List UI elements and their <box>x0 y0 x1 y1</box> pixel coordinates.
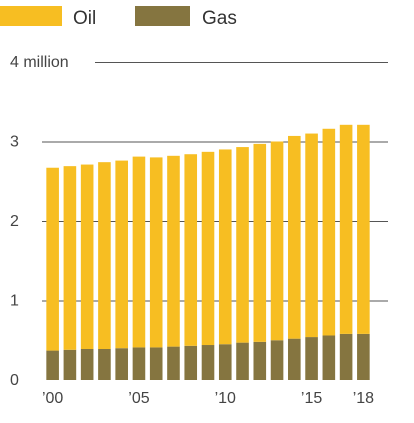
bar-gas-2005 <box>132 347 146 380</box>
bar-gas-2011 <box>236 342 249 380</box>
y-tick-label: 3 <box>10 134 19 151</box>
bar-oil-2017 <box>339 124 353 334</box>
legend-swatch-gas <box>135 6 190 26</box>
bar-oil-2005 <box>132 156 146 348</box>
legend-label-gas: Gas <box>202 8 237 29</box>
bar-gas-2007 <box>167 346 180 380</box>
bar-oil-2009 <box>201 151 215 346</box>
bar-oil-2006 <box>149 157 163 348</box>
bar-oil-2010 <box>218 149 232 345</box>
bar-oil-2018 <box>357 124 370 334</box>
bar-gas-2012 <box>253 341 267 380</box>
x-tick-label: ’00 <box>42 390 63 407</box>
bar-gas-2008 <box>184 345 198 380</box>
bar-gas-2003 <box>98 348 111 380</box>
bar-gas-2001 <box>63 349 77 380</box>
bar-oil-2007 <box>167 155 180 347</box>
x-tick-label: ’18 <box>353 390 374 407</box>
gridlines <box>42 62 388 302</box>
bar-gas-2016 <box>322 335 336 380</box>
bar-gas-2010 <box>218 344 232 380</box>
bar-gas-2018 <box>357 333 370 380</box>
bar-oil-2002 <box>80 164 94 349</box>
x-axis-labels: ’00 ’05 ’10 ’15 ’18 <box>42 390 374 407</box>
bar-oil-2003 <box>98 162 111 349</box>
bar-gas-2013 <box>270 340 284 380</box>
legend: Oil Gas <box>0 6 237 29</box>
y-tick-label: 4 million <box>10 54 69 71</box>
bar-oil-2013 <box>270 141 284 341</box>
y-tick-label: 2 <box>10 213 19 230</box>
y-tick-label: 1 <box>10 293 19 310</box>
bar-oil-2008 <box>184 154 198 346</box>
legend-label-oil: Oil <box>73 8 96 29</box>
bar-oil-2004 <box>115 160 128 349</box>
y-axis-labels: 0 1 2 3 4 million <box>10 54 69 389</box>
bar-oil-2012 <box>253 143 267 342</box>
bar-gas-2015 <box>305 337 318 380</box>
bar-gas-2004 <box>115 348 128 380</box>
bar-oil-2000 <box>46 167 59 351</box>
bar-oil-2015 <box>305 133 318 338</box>
x-tick-label: ’05 <box>128 390 149 407</box>
bar-gas-2014 <box>288 338 301 380</box>
bar-oil-2001 <box>63 166 77 350</box>
bar-gas-2000 <box>46 350 59 380</box>
y-tick-label: 0 <box>10 372 19 389</box>
bar-gas-2009 <box>201 345 215 380</box>
bars <box>46 124 370 380</box>
bar-oil-2016 <box>322 128 336 336</box>
bar-oil-2011 <box>236 147 249 343</box>
x-tick-label: ’10 <box>215 390 236 407</box>
bar-gas-2006 <box>149 347 163 380</box>
x-tick-label: ’15 <box>301 390 322 407</box>
bar-gas-2017 <box>339 333 353 380</box>
bar-gas-2002 <box>80 348 94 380</box>
legend-swatch-oil <box>0 6 62 26</box>
bar-oil-2014 <box>288 135 301 339</box>
